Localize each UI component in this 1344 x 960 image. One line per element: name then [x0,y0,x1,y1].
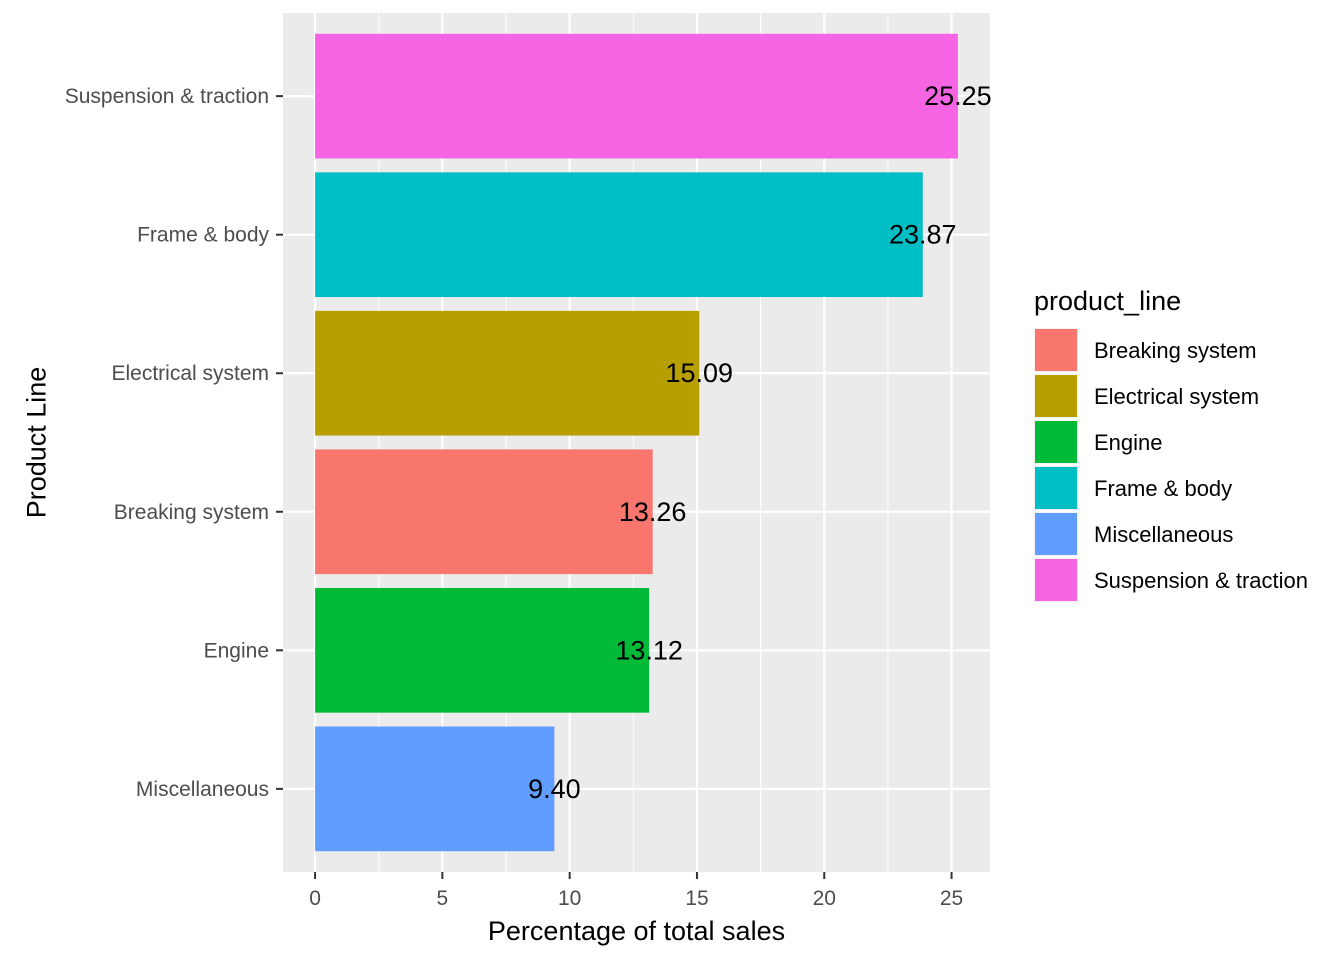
bar-data-label: 23.87 [889,220,957,250]
legend-swatch [1035,559,1077,601]
bar [315,587,650,713]
legend-label: Frame & body [1094,476,1232,501]
bar [315,310,700,436]
x-tick-label: 15 [685,887,708,910]
x-tick-label: 25 [940,887,963,910]
bar [315,172,923,298]
legend-label: Suspension & traction [1094,568,1308,593]
bar-data-label: 15.09 [665,358,733,388]
y-tick-label: Engine [204,639,269,662]
bar-data-label: 13.12 [615,635,683,665]
bar [315,33,958,159]
y-tick-label: Breaking system [114,501,269,524]
y-tick-label: Miscellaneous [136,778,269,801]
data-labels: 25.25 23.87 15.09 13.26 13.12 9.40 [528,81,992,804]
legend-title: product_line [1034,286,1181,316]
bars [315,33,958,852]
y-tick-label: Electrical system [111,362,269,385]
y-axis: Suspension & traction Frame & body Electri… [65,85,283,801]
legend-swatch [1035,421,1077,463]
legend-swatch [1035,513,1077,555]
y-axis-title: Product Line [21,367,51,519]
x-axis: 0 5 10 15 20 25 [309,872,963,910]
legend-label: Electrical system [1094,384,1259,409]
x-tick-label: 5 [437,887,449,910]
bar-data-label: 9.40 [528,774,581,804]
x-tick-label: 20 [813,887,836,910]
x-tick-label: 10 [558,887,581,910]
y-tick-label: Frame & body [137,224,269,247]
bar [315,726,555,852]
bar [315,449,653,575]
legend-label: Engine [1094,430,1163,455]
x-tick-label: 0 [309,887,321,910]
bar-data-label: 13.26 [619,497,687,527]
legend-label: Miscellaneous [1094,522,1233,547]
x-axis-title: Percentage of total sales [488,916,785,946]
y-tick-label: Suspension & traction [65,85,269,108]
bar-data-label: 25.25 [924,81,992,111]
legend-label: Breaking system [1094,338,1257,363]
legend-swatch [1035,329,1077,371]
legend-swatch [1035,467,1077,509]
legend: product_line Breaking system Electrical s… [1034,286,1308,602]
legend-swatch [1035,375,1077,417]
